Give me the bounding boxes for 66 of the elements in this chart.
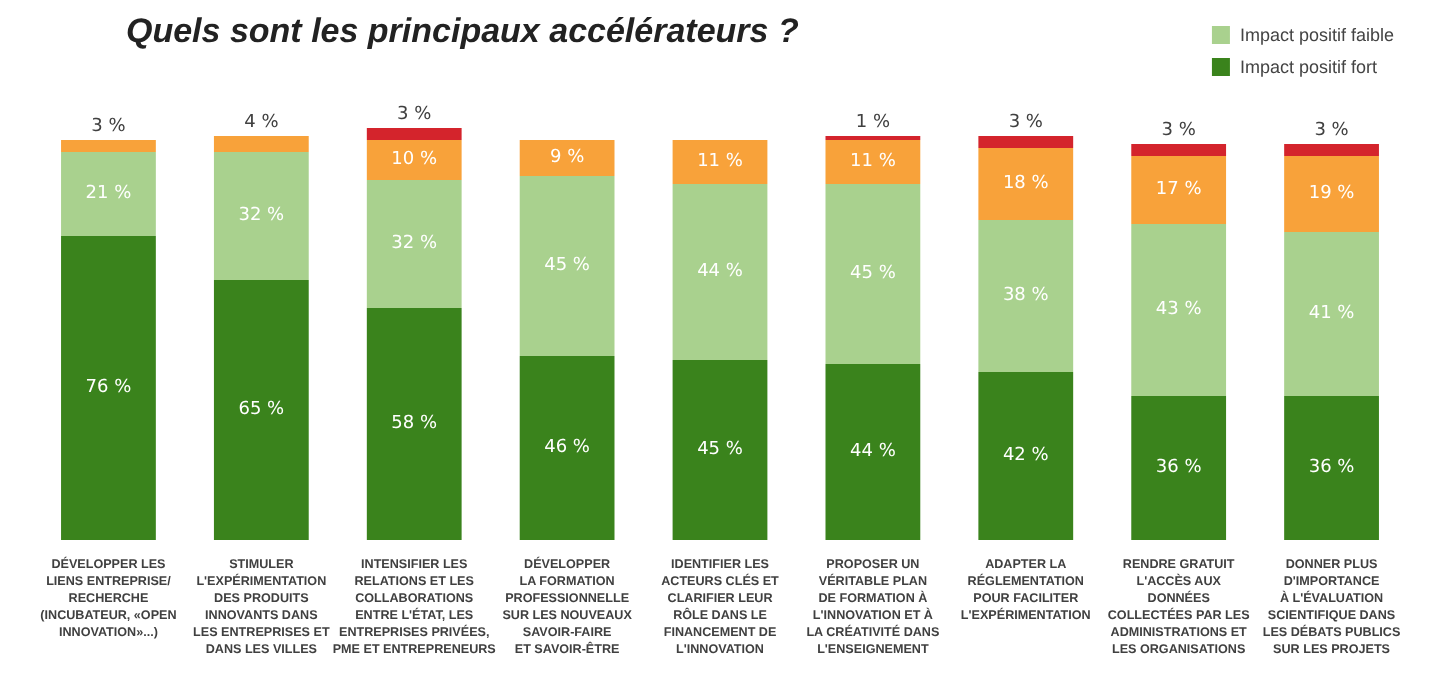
bar [978, 136, 1074, 148]
bar [1131, 396, 1227, 540]
data-label: 58 % [391, 414, 438, 434]
bar [213, 280, 309, 540]
bar [61, 140, 156, 152]
bar [672, 360, 768, 540]
bar [1284, 232, 1379, 396]
data-label: 45 % [544, 256, 591, 276]
bar [61, 152, 156, 236]
data-label: 17 % [1155, 180, 1203, 200]
data-label: 41 % [1308, 304, 1356, 324]
bar [825, 184, 921, 364]
data-label: 19 % [1308, 184, 1356, 204]
bar [1284, 156, 1379, 232]
data-label: 3 % [91, 117, 127, 137]
data-label: 3 % [1008, 113, 1044, 133]
data-label: 32 % [238, 206, 286, 226]
data-label: 36 % [1155, 458, 1203, 478]
bar [519, 356, 615, 540]
legend-label: Impact positif fort [1239, 57, 1378, 77]
bar [825, 140, 921, 184]
data-label: 9 % [549, 148, 586, 168]
data-label: 4 % [244, 113, 280, 133]
data-label: 46 % [544, 438, 591, 458]
data-label: 11 % [697, 152, 744, 172]
bar [366, 140, 462, 180]
bar [1284, 396, 1379, 540]
bar [213, 152, 309, 280]
data-label: 76 % [85, 378, 133, 398]
bar [825, 364, 921, 540]
bar [978, 148, 1074, 220]
bar [1284, 144, 1379, 156]
bar [978, 372, 1074, 540]
legend-label: Impact positif faible [1239, 25, 1395, 45]
bar [519, 176, 615, 356]
bar [213, 136, 309, 152]
bar [366, 308, 462, 540]
data-label: 36 % [1308, 458, 1356, 478]
data-label: 44 % [850, 442, 897, 462]
data-label: 10 % [391, 150, 438, 170]
data-label: 1 % [855, 113, 891, 133]
data-label: 3 % [397, 105, 433, 125]
data-label: 11 % [850, 152, 897, 172]
data-label: 45 % [697, 440, 744, 460]
data-label: 3 % [1161, 121, 1197, 141]
bar [672, 184, 768, 360]
data-label: 44 % [697, 262, 744, 282]
bar [366, 128, 462, 140]
bar [1131, 224, 1227, 396]
bar [61, 236, 156, 540]
bar [1131, 144, 1227, 156]
data-label: 45 % [850, 264, 897, 284]
data-label: 43 % [1155, 300, 1203, 320]
chart-title: Quels sont les principaux accélérateurs ? [126, 12, 800, 50]
bar [1131, 156, 1227, 224]
data-label: 32 % [391, 234, 438, 254]
bar [366, 180, 462, 308]
bar [672, 140, 768, 184]
data-label: 18 % [1002, 174, 1050, 194]
bar [978, 220, 1074, 372]
data-label: 65 % [238, 400, 286, 420]
data-label: 38 % [1002, 286, 1050, 306]
data-label: 3 % [1314, 121, 1350, 141]
data-label: 42 % [1002, 446, 1050, 466]
bar [519, 140, 615, 176]
data-label: 21 % [85, 184, 133, 204]
